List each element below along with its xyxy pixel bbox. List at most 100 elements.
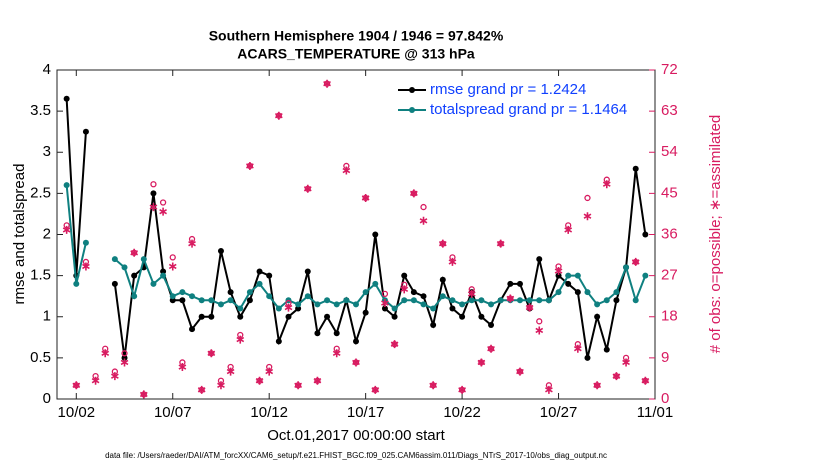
- obs-assimilated: [622, 358, 630, 367]
- legend-marker: [409, 107, 415, 113]
- series-point: [594, 301, 601, 308]
- legend-label: totalspread grand pr = 1.1464: [430, 101, 627, 118]
- obs-assimilated: [525, 303, 534, 312]
- x-tick-label: 10/02: [58, 404, 96, 421]
- obs-assimilated: [467, 289, 476, 298]
- y2-axis-label: # of obs: o=possible; ∗=assimilated: [707, 115, 724, 354]
- series-point: [401, 272, 408, 279]
- y-tick-label: 1: [43, 308, 51, 325]
- obs-assimilated: [506, 294, 515, 303]
- series-point: [584, 289, 591, 296]
- series-point: [555, 289, 562, 296]
- series-point: [121, 354, 128, 361]
- obs-possible: [381, 290, 389, 298]
- obs-assimilated: [612, 372, 621, 381]
- series-point: [459, 301, 466, 308]
- obs-assimilated: [265, 367, 274, 376]
- obs-assimilated: [120, 358, 129, 367]
- series-point: [430, 305, 437, 312]
- y2-tick-label: 36: [661, 225, 678, 242]
- obs-assimilated: [284, 303, 293, 312]
- series-point: [642, 231, 649, 238]
- legend-marker: [409, 87, 415, 93]
- obs-assimilated: [197, 385, 206, 394]
- obs-assimilated: [62, 225, 71, 234]
- obs-assimilated: [583, 212, 592, 221]
- series-point: [82, 128, 89, 135]
- x-tick-label: 11/01: [637, 404, 673, 421]
- series-point: [140, 256, 147, 263]
- series-point: [256, 268, 263, 275]
- y-tick-label: 2: [43, 225, 51, 242]
- series-point: [623, 264, 630, 271]
- obs-assimilated: [602, 180, 611, 189]
- series-point: [275, 305, 282, 312]
- obs-assimilated: [573, 344, 582, 353]
- obs-assimilated: [149, 203, 158, 212]
- series-point: [111, 280, 118, 287]
- obs-assimilated: [236, 335, 245, 344]
- series-point: [391, 305, 398, 312]
- series-point: [353, 338, 359, 345]
- y2-tick-label: 54: [661, 143, 678, 160]
- y-tick-label: 3: [43, 143, 51, 160]
- series-point: [304, 268, 311, 275]
- y-tick-label: 0: [43, 390, 51, 407]
- series-point: [536, 256, 543, 263]
- obs-assimilated: [361, 193, 370, 202]
- series-point: [189, 326, 196, 333]
- y-tick-label: 2.5: [30, 184, 51, 201]
- series-point: [613, 297, 620, 304]
- obs-assimilated: [419, 216, 428, 225]
- series-point: [372, 231, 379, 238]
- obs-assimilated: [371, 385, 380, 394]
- x-axis-label: Oct.01,2017 00:00:00 start: [267, 427, 445, 444]
- y-tick-label: 0.5: [30, 349, 51, 366]
- obs-assimilated: [438, 239, 447, 248]
- series-point: [295, 305, 302, 312]
- series-point: [256, 280, 263, 287]
- x-tick-label: 10/07: [154, 404, 192, 421]
- series-point: [82, 239, 89, 246]
- y2-tick-label: 45: [661, 184, 678, 201]
- x-tick-label: 10/22: [443, 404, 481, 421]
- obs-assimilated: [313, 376, 322, 385]
- obs-assimilated: [641, 376, 650, 385]
- obs-assimilated: [139, 390, 148, 399]
- series-point: [324, 297, 331, 304]
- series-point: [613, 289, 620, 296]
- series-point: [169, 293, 176, 300]
- obs-possible: [150, 181, 157, 188]
- obs-assimilated: [352, 358, 360, 367]
- series-point: [304, 293, 311, 300]
- series-point: [488, 301, 495, 308]
- series-point: [237, 305, 244, 312]
- obs-assimilated: [564, 225, 573, 234]
- obs-assimilated: [91, 376, 100, 385]
- obs-assimilated: [188, 239, 196, 248]
- obs-assimilated: [381, 299, 389, 308]
- series-point: [603, 297, 610, 304]
- obs-possible: [584, 194, 591, 202]
- obs-assimilated: [101, 349, 110, 358]
- series-point: [179, 289, 186, 296]
- series-point: [632, 297, 639, 304]
- series-point: [574, 272, 581, 279]
- x-tick-label: 10/17: [347, 404, 385, 421]
- y-tick-label: 1.5: [30, 267, 51, 284]
- series-point: [555, 272, 562, 279]
- series-point: [594, 313, 601, 320]
- series-point: [449, 297, 456, 304]
- series-point: [169, 297, 176, 304]
- obs-assimilated: [458, 385, 466, 394]
- obs-assimilated: [217, 381, 225, 390]
- series-point: [246, 289, 253, 296]
- obs-assimilated: [409, 189, 418, 198]
- series-point: [410, 289, 417, 296]
- chart-subtitle: ACARS_TEMPERATURE @ 313 hPa: [237, 46, 475, 62]
- series-point: [314, 301, 321, 308]
- series-point: [150, 280, 157, 287]
- series-point: [439, 276, 446, 283]
- series-point: [198, 313, 205, 320]
- x-tick-label: 10/27: [540, 404, 578, 421]
